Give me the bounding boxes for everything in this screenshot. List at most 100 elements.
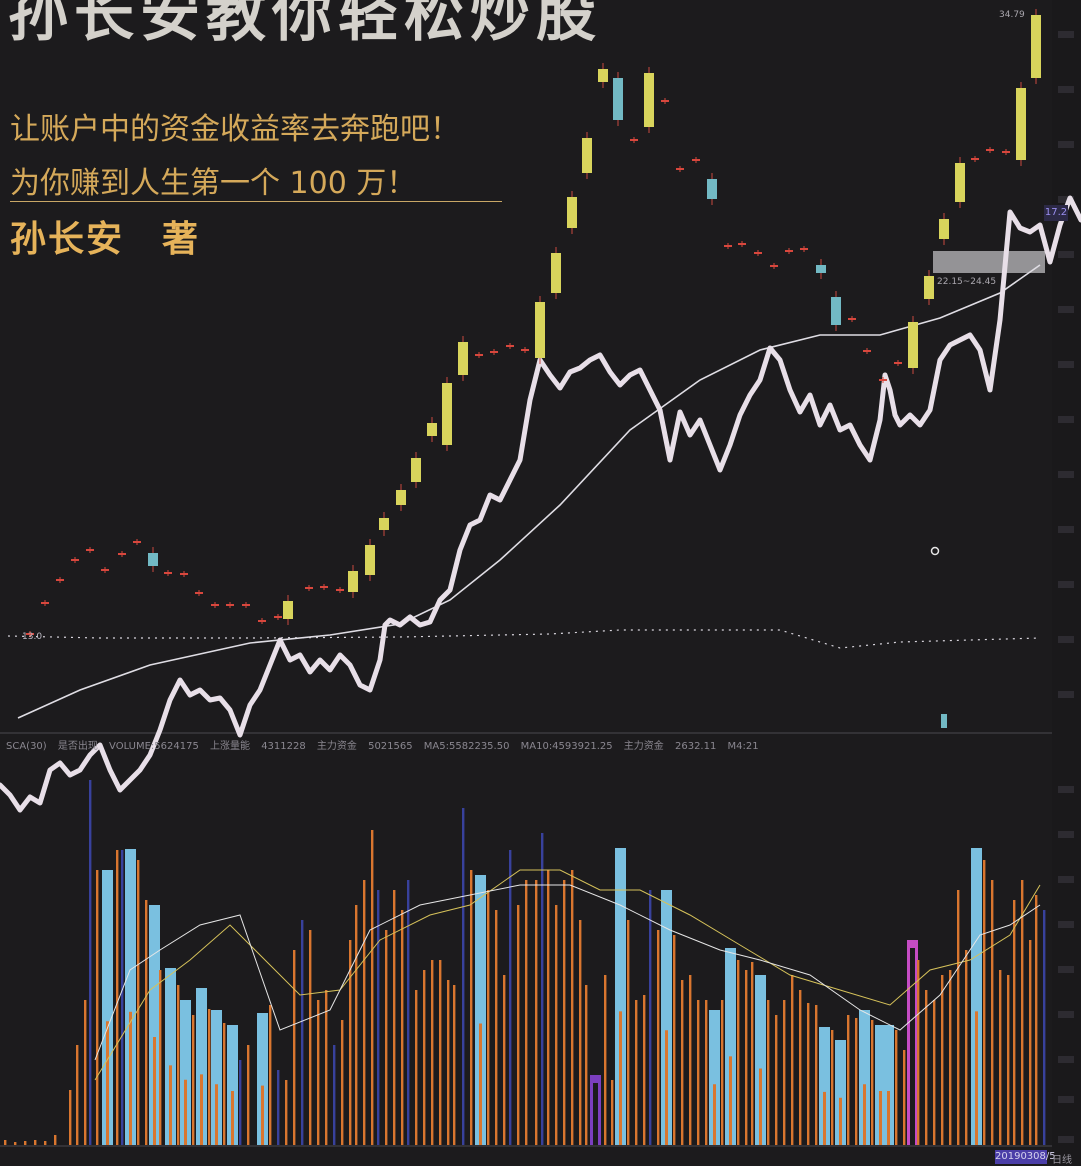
candle-body bbox=[396, 490, 406, 505]
volume-bar-inner bbox=[665, 1030, 668, 1145]
volume-bar bbox=[285, 1080, 288, 1145]
axis-tick-label bbox=[1058, 416, 1074, 423]
indicator-readout: SCA(30) 是否出现 VOLUME:5624175 上涨量能 4311228… bbox=[6, 741, 759, 752]
volume-bar bbox=[333, 1045, 336, 1145]
cover-title: 孙长安教你轻松炒股 bbox=[8, 0, 602, 50]
volume-bar bbox=[571, 870, 574, 1145]
volume-bar bbox=[407, 880, 410, 1145]
volume-bar bbox=[24, 1141, 27, 1145]
volume-bar bbox=[661, 890, 672, 1145]
volume-bar bbox=[579, 920, 582, 1145]
volume-bar bbox=[547, 870, 550, 1145]
dotted-ma-line bbox=[7, 629, 1041, 649]
volume-bar bbox=[657, 930, 660, 1145]
volume-bar bbox=[401, 910, 404, 1145]
volume-bar bbox=[309, 930, 312, 1145]
volume-bar bbox=[180, 1000, 191, 1145]
volume-bar-inner bbox=[106, 1021, 109, 1145]
axis-tick-label bbox=[1058, 471, 1074, 478]
axis-tick-label bbox=[1058, 691, 1074, 698]
volume-bar bbox=[847, 1015, 850, 1145]
volume-bar bbox=[895, 1030, 898, 1145]
title-divider bbox=[10, 201, 502, 202]
axis-tick-label bbox=[1058, 876, 1074, 883]
axis-tick-label bbox=[1058, 31, 1074, 38]
volume-bar-inner bbox=[863, 1084, 866, 1145]
volume-bar-inner bbox=[823, 1091, 826, 1145]
candle-body bbox=[348, 571, 358, 592]
volume-bar bbox=[883, 1025, 894, 1145]
volume-bar bbox=[149, 905, 160, 1145]
volume-bar bbox=[76, 1045, 79, 1145]
volume-bar bbox=[54, 1135, 57, 1145]
candle-body bbox=[707, 179, 717, 199]
volume-bar bbox=[341, 1020, 344, 1145]
volume-bar bbox=[815, 1005, 818, 1145]
volume-bar bbox=[487, 890, 490, 1145]
volume-ma-yellow bbox=[94, 869, 1041, 1081]
candle-body bbox=[908, 322, 918, 368]
price-range-box bbox=[933, 251, 1045, 273]
volume-bar bbox=[96, 870, 99, 1145]
candle-body bbox=[939, 219, 949, 239]
candle-body bbox=[567, 197, 577, 228]
volume-bar bbox=[102, 870, 113, 1145]
axis-tick-label bbox=[1058, 786, 1074, 793]
volume-bar bbox=[745, 970, 748, 1145]
candle-body bbox=[411, 458, 421, 482]
volume-bar bbox=[933, 1000, 936, 1145]
volume-bar bbox=[363, 880, 366, 1145]
volume-bar bbox=[1043, 910, 1046, 1145]
volume-bar bbox=[145, 900, 148, 1145]
volume-bar bbox=[819, 1027, 830, 1145]
axis-tick-label bbox=[1058, 636, 1074, 643]
volume-bar bbox=[957, 890, 960, 1145]
volume-bar bbox=[751, 962, 754, 1145]
volume-bar bbox=[355, 905, 358, 1145]
volume-bar bbox=[89, 780, 92, 1145]
volume-bar bbox=[385, 930, 388, 1145]
volume-bar-inner bbox=[215, 1084, 218, 1145]
candle-body bbox=[1031, 15, 1041, 78]
volume-bar bbox=[681, 980, 684, 1145]
volume-bar bbox=[983, 860, 986, 1145]
volume-bar bbox=[325, 990, 328, 1145]
volume-bar bbox=[84, 1000, 87, 1145]
volume-bar bbox=[705, 1000, 708, 1145]
ma-label: 13.0 bbox=[22, 632, 43, 642]
candle-body bbox=[148, 553, 158, 566]
volume-bar bbox=[835, 1040, 846, 1145]
volume-bar-inner bbox=[879, 1091, 882, 1145]
volume-bar bbox=[783, 1000, 786, 1145]
candle-body bbox=[582, 138, 592, 173]
volume-bar bbox=[855, 1018, 858, 1145]
volume-bar bbox=[196, 988, 207, 1145]
volume-bar bbox=[673, 935, 676, 1145]
volume-bar bbox=[377, 890, 380, 1145]
volume-bar bbox=[462, 808, 465, 1145]
axis-tick-label bbox=[1058, 196, 1074, 203]
volume-bar-inner bbox=[887, 1091, 890, 1145]
volume-bar bbox=[831, 1030, 834, 1145]
volume-bar bbox=[725, 948, 736, 1145]
volume-bar-inner bbox=[231, 1091, 234, 1145]
volume-bar-inner bbox=[184, 1079, 187, 1145]
volume-bar-inner bbox=[479, 1023, 482, 1145]
tagline-1: 让账户中的资金收益率去奔跑吧！ bbox=[10, 112, 460, 147]
volume-bar bbox=[431, 960, 434, 1145]
candle-body bbox=[924, 276, 934, 299]
volume-bar bbox=[503, 975, 506, 1145]
volume-bar bbox=[643, 995, 646, 1145]
axis-tick-label bbox=[1058, 581, 1074, 588]
volume-bar bbox=[807, 1003, 810, 1145]
axis-tick-label bbox=[1058, 831, 1074, 838]
candle-body bbox=[365, 545, 375, 575]
volume-bar bbox=[604, 975, 607, 1145]
volume-bar bbox=[257, 1013, 268, 1145]
candle-body bbox=[535, 302, 545, 358]
axis-tick-label bbox=[1058, 86, 1074, 93]
volume-bar bbox=[1021, 880, 1024, 1145]
volume-bar bbox=[470, 870, 473, 1145]
volume-bar-inner bbox=[839, 1097, 842, 1145]
